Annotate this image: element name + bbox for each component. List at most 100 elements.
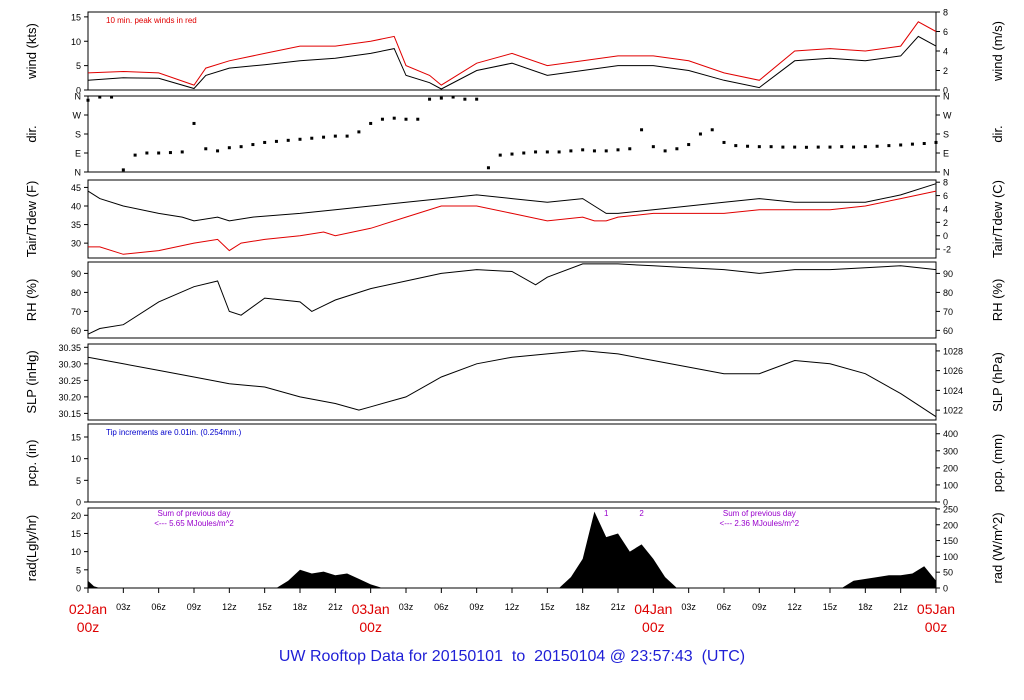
time-tick-label: 03z xyxy=(399,602,414,612)
dir-point xyxy=(698,132,702,136)
major-tick-hour-label: 00z xyxy=(925,619,948,635)
dir-point xyxy=(581,148,585,152)
panel-frame-rh xyxy=(87,261,937,339)
left-axis-label-direction: dir. xyxy=(24,125,39,142)
right-tick-label-precip: 100 xyxy=(943,480,958,490)
right-axis-label-slp: SLP (hPa) xyxy=(990,352,1005,412)
dir-point xyxy=(428,97,432,101)
right-tick-label-direction: W xyxy=(943,111,952,121)
right-tick-label-direction: N xyxy=(943,92,950,102)
dir-point xyxy=(216,149,220,153)
dir-point xyxy=(899,143,903,147)
time-tick-label: 18z xyxy=(575,602,590,612)
dir-point xyxy=(192,121,196,125)
dir-point xyxy=(887,144,891,148)
dir-point xyxy=(98,95,102,99)
right-tick-label-slp: 1022 xyxy=(943,406,963,416)
temperature-line-0 xyxy=(87,183,937,222)
right-tick-label-direction: E xyxy=(943,149,949,159)
dir-point xyxy=(722,140,726,144)
dir-point xyxy=(157,151,161,155)
left-tick-label-temperature: 30 xyxy=(71,239,81,249)
time-tick-label: 15z xyxy=(257,602,272,612)
right-tick-label-wind: 6 xyxy=(943,27,948,37)
dir-point xyxy=(840,145,844,149)
dir-point xyxy=(86,98,90,102)
panel-frame-slp xyxy=(87,343,937,421)
panel-frame-wind xyxy=(87,11,937,91)
dir-point xyxy=(439,96,443,100)
dir-point xyxy=(322,135,326,139)
time-tick-label: 21z xyxy=(893,602,908,612)
dir-point xyxy=(298,137,302,141)
dir-point xyxy=(545,150,549,154)
panel-frame-temperature xyxy=(87,179,937,259)
dir-point xyxy=(498,153,502,157)
radiation-annotation: 2 xyxy=(639,509,644,518)
dir-point xyxy=(710,128,714,132)
time-tick-label: 12z xyxy=(787,602,802,612)
right-tick-label-direction: S xyxy=(943,130,949,140)
right-tick-label-direction: N xyxy=(943,168,950,178)
dir-point xyxy=(663,149,667,153)
dir-point xyxy=(286,138,290,142)
dir-point xyxy=(852,145,856,149)
major-tick-hour-label: 00z xyxy=(642,619,665,635)
dir-point xyxy=(675,147,679,151)
right-tick-label-slp: 1024 xyxy=(943,386,963,396)
right-axis-label-direction: dir. xyxy=(990,125,1005,142)
dir-point xyxy=(345,134,349,138)
left-tick-label-temperature: 35 xyxy=(71,220,81,230)
right-tick-label-slp: 1026 xyxy=(943,366,963,376)
dir-point xyxy=(734,144,738,148)
dir-point xyxy=(475,97,479,101)
time-tick-label: 09z xyxy=(469,602,484,612)
dir-point xyxy=(180,150,184,154)
left-axis-label-wind: wind (kts) xyxy=(24,23,39,80)
wind-line-0 xyxy=(87,35,937,90)
dir-point xyxy=(392,116,396,120)
dir-point xyxy=(239,145,243,149)
radiation-annotation: Sum of previous day xyxy=(158,509,231,518)
wind-annotation: 10 min. peak winds in red xyxy=(106,16,197,25)
left-tick-label-precip: 5 xyxy=(76,476,81,486)
right-tick-label-wind: 4 xyxy=(943,47,948,57)
dir-point xyxy=(604,149,608,153)
time-tick-label: 12z xyxy=(505,602,520,612)
dir-point xyxy=(616,148,620,152)
dir-point xyxy=(110,95,114,99)
right-tick-label-wind: 2 xyxy=(943,66,948,76)
dir-point xyxy=(934,140,938,144)
right-axis-label-precip: pcp. (mm) xyxy=(990,434,1005,493)
dir-point xyxy=(251,143,255,147)
time-tick-label: 03z xyxy=(681,602,696,612)
dir-point xyxy=(816,145,820,149)
right-tick-label-rh: 90 xyxy=(943,269,953,279)
dir-point xyxy=(828,145,832,149)
radiation-annotation: Sum of previous day xyxy=(723,509,796,518)
time-tick-label: 06z xyxy=(717,602,732,612)
left-tick-label-direction: N xyxy=(75,168,82,178)
dir-point xyxy=(133,153,137,157)
rh-line-0 xyxy=(87,263,937,335)
left-tick-label-wind: 15 xyxy=(71,12,81,22)
dir-point xyxy=(746,144,750,148)
left-axis-label-radiation: rad(Lgly/hr) xyxy=(24,515,39,581)
dir-point xyxy=(168,151,172,155)
right-tick-label-temperature: -2 xyxy=(943,245,951,255)
right-tick-label-rh: 70 xyxy=(943,307,953,317)
time-tick-label: 21z xyxy=(328,602,343,612)
dir-point xyxy=(310,136,314,140)
left-axis-label-precip: pcp. (in) xyxy=(24,440,39,487)
dir-point xyxy=(145,151,149,155)
right-tick-label-precip: 400 xyxy=(943,429,958,439)
dir-point xyxy=(274,139,278,143)
dir-point xyxy=(510,152,514,156)
left-tick-label-radiation: 20 xyxy=(71,511,81,521)
left-tick-label-wind: 0 xyxy=(76,86,81,96)
time-tick-label: 18z xyxy=(858,602,873,612)
major-tick-date-label: 04Jan xyxy=(634,601,672,617)
footer-title: UW Rooftop Data for 20150101 to 20150104… xyxy=(278,648,746,665)
left-tick-label-direction: E xyxy=(75,149,81,159)
dir-point xyxy=(875,144,879,148)
